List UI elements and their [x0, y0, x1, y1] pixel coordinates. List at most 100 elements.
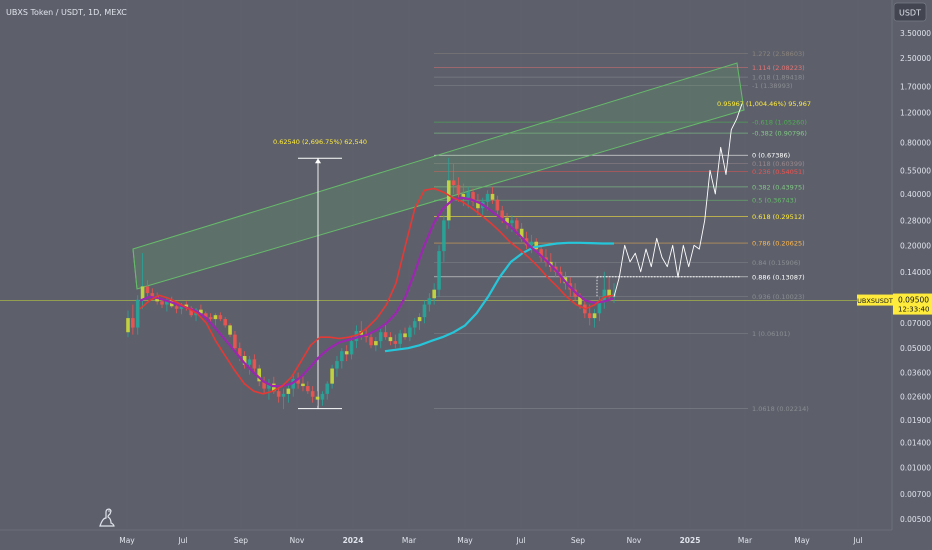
- candle-body: [281, 393, 286, 397]
- candle-body: [199, 309, 203, 314]
- candle-body: [427, 298, 432, 305]
- candle-body: [476, 201, 480, 209]
- grid-layer: [0, 300, 892, 301]
- candle-body: [315, 396, 320, 400]
- candle-body: [490, 193, 495, 200]
- candle-body: [233, 334, 237, 349]
- fib-retracement-tool[interactable]: 1.272 (2.58603) 1.114 (2.08223) 1.618 (1.8…: [434, 50, 809, 413]
- candle-body: [378, 332, 383, 342]
- candle-body: [301, 383, 305, 387]
- candle-body: [422, 304, 427, 318]
- fib-level-label: -0.382 (0.90796): [752, 130, 807, 138]
- candle-body: [325, 383, 330, 394]
- time-tick-label: May: [119, 536, 135, 545]
- candle-body: [461, 193, 466, 198]
- candle-body: [534, 241, 539, 250]
- candle-body: [310, 391, 315, 397]
- candle-body: [446, 180, 451, 221]
- measure-left-label: 0.62540 (2,696.75%) 62,540: [273, 138, 367, 146]
- fib-level-label: 0 (0.67386): [752, 152, 790, 160]
- fib-level-label: 1 (0.06101): [752, 330, 790, 338]
- candle-body: [184, 304, 189, 308]
- fib-level-label: 0.786 (0.20625): [752, 240, 805, 248]
- candle-body: [349, 341, 354, 355]
- candle-body: [160, 301, 164, 305]
- candle-body: [335, 361, 339, 369]
- currency-badge-button[interactable]: USDT: [893, 2, 927, 22]
- candle-body: [578, 296, 582, 305]
- moving-averages: [139, 187, 615, 395]
- candle-body: [442, 220, 446, 252]
- candle-body: [208, 317, 213, 320]
- candle-body: [510, 220, 514, 224]
- candle-body: [587, 313, 592, 319]
- fib-level-label: 0.118 (0.60399): [752, 160, 805, 168]
- ma-slow-line: [384, 241, 614, 353]
- candle-body: [451, 180, 456, 186]
- candle-body: [354, 331, 359, 342]
- candle-body: [607, 289, 611, 297]
- time-tick-label: May: [794, 536, 810, 545]
- candle-body: [369, 337, 373, 346]
- candle-body: [306, 386, 310, 392]
- candle-body: [471, 192, 475, 202]
- price-tick-label: 2.50000: [900, 54, 931, 63]
- candle-body: [408, 327, 412, 338]
- candle-body: [267, 383, 271, 389]
- fib-level-label: 0.84 (0.15906): [752, 259, 801, 267]
- fib-level-label: 0.5 (0.36743): [752, 197, 796, 205]
- tradingview-dino-icon: [99, 508, 115, 527]
- candle-body: [592, 313, 597, 319]
- fib-level-label: 0.936 (0.10023): [752, 293, 805, 301]
- price-tick-label: 0.01400: [900, 439, 931, 448]
- price-tick-label: 0.05000: [900, 344, 931, 353]
- candle-body: [165, 299, 169, 305]
- price-axis[interactable]: 3.50000 2.50000 1.70000 1.20000 0.80000 0.550…: [891, 0, 931, 530]
- time-tick-label: Nov: [290, 536, 305, 545]
- price-tick-label: 0.55000: [900, 166, 931, 175]
- measure-right-label: 0.95967 (1,004.46%) 95,967: [717, 100, 811, 108]
- time-tick-label: Jul: [515, 536, 525, 545]
- candle-body: [320, 393, 325, 400]
- candle-body: [252, 359, 257, 369]
- candle-body: [529, 241, 534, 246]
- candle-body: [247, 359, 252, 365]
- ma-fast-line: [139, 187, 615, 395]
- fib-level-label: -0.618 (1.05260): [752, 119, 807, 127]
- candle-body: [393, 341, 398, 344]
- candle-body: [276, 391, 281, 397]
- price-tick-label: 0.14000: [900, 268, 931, 277]
- candle-body: [228, 325, 232, 335]
- price-tick-label: 0.01000: [900, 464, 931, 473]
- price-tick-label: 3.50000: [900, 29, 931, 38]
- symbol-tag-label: UBXSUSDT: [857, 297, 893, 305]
- currency-badge-label: USDT: [899, 9, 921, 18]
- candle-body: [500, 210, 505, 218]
- candle-body: [135, 299, 140, 328]
- candle-body: [383, 332, 388, 338]
- fib-level-label: 0.236 (0.54051): [752, 168, 805, 176]
- candle-body: [412, 321, 417, 328]
- candle-body: [150, 293, 155, 297]
- candle-body: [432, 289, 436, 299]
- candle-body: [174, 306, 179, 309]
- candle-body: [131, 318, 135, 328]
- price-range-measure[interactable]: 0.62540 (2,696.75%) 62,540 0.95967 (1,004…: [273, 100, 811, 410]
- price-projection-path[interactable]: [613, 103, 743, 297]
- trend-channel[interactable]: [132, 62, 745, 290]
- time-tick-label: May: [457, 536, 473, 545]
- last-price-bg: [893, 293, 932, 315]
- time-axis[interactable]: May Jul Sep Nov 2024 Mar May Jul Sep Nov 2025 Mar Ma…: [0, 529, 892, 545]
- candle-body: [189, 307, 193, 316]
- price-tick-label: 0.00500: [900, 515, 931, 524]
- candle-body: [398, 333, 402, 344]
- candle-body: [218, 315, 223, 320]
- candle-body: [257, 368, 262, 382]
- candle-body: [374, 341, 378, 346]
- candle-body: [213, 315, 218, 320]
- fib-level-label: 1.114 (2.08223): [752, 64, 805, 72]
- candle-body: [140, 286, 145, 300]
- price-tick-label: 0.28000: [900, 216, 931, 225]
